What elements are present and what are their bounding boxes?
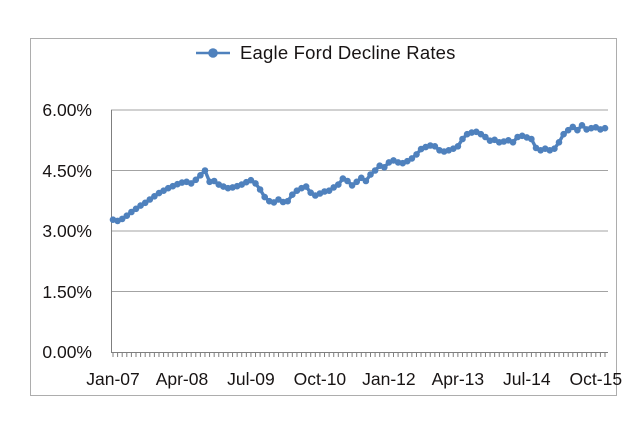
data-point-marker <box>132 205 140 213</box>
y-tick-label: 0.00% <box>42 342 92 362</box>
data-point-marker <box>252 180 259 187</box>
data-point-marker <box>431 143 439 150</box>
data-point-marker <box>509 139 517 146</box>
x-tick-label: Apr-13 <box>431 369 485 389</box>
x-tick-label: Jan-12 <box>362 369 416 389</box>
x-tick-label: Oct-10 <box>293 369 347 389</box>
data-point-marker <box>289 191 296 198</box>
data-point-marker <box>528 135 535 143</box>
data-point-marker <box>371 167 379 174</box>
data-point-marker <box>284 197 291 205</box>
chart-legend: Eagle Ford Decline Rates <box>195 40 456 66</box>
data-point-marker <box>560 130 567 138</box>
data-point-marker <box>358 174 365 182</box>
data-point-marker <box>325 187 333 194</box>
data-point-marker <box>118 215 126 223</box>
data-point-marker <box>187 180 195 187</box>
data-point-marker <box>454 143 462 150</box>
y-tick-label: 4.50% <box>42 160 92 181</box>
legend-label: Eagle Ford Decline Rates <box>240 42 456 63</box>
data-point-marker <box>256 186 264 193</box>
data-point-marker <box>151 193 158 200</box>
y-tick-label: 3.00% <box>42 221 92 241</box>
data-point-marker <box>128 208 135 216</box>
data-point-marker <box>192 176 200 184</box>
x-tick-label: Apr-08 <box>155 369 209 389</box>
x-tick-label: Jul-09 <box>227 369 275 389</box>
data-point-marker <box>459 135 466 143</box>
x-tick-label: Oct-15 <box>569 369 623 389</box>
data-point-marker <box>261 193 268 201</box>
data-point-marker <box>210 177 218 185</box>
data-point-marker <box>367 171 374 178</box>
data-point-marker <box>201 167 209 174</box>
x-tick-label: Jan-07 <box>86 369 140 389</box>
legend-line-marker-icon <box>196 48 230 58</box>
data-point-marker <box>601 124 609 132</box>
data-point-marker <box>146 196 154 203</box>
data-point-marker <box>555 139 563 146</box>
data-point-marker <box>344 177 351 185</box>
data-point-marker <box>381 164 388 171</box>
data-point-marker <box>247 176 255 184</box>
data-point-marker <box>574 126 581 134</box>
data-point-marker <box>141 199 149 207</box>
data-point-marker <box>551 145 558 152</box>
plot-area <box>109 109 609 357</box>
y-tick-label: 1.50% <box>42 281 92 302</box>
data-point-marker <box>348 182 356 189</box>
data-point-marker <box>413 151 420 158</box>
data-point-marker <box>408 155 416 162</box>
data-point-marker <box>482 133 489 141</box>
chart-frame: Eagle Ford Decline Rates 6.00% 4.50% 3.00%… <box>30 38 622 396</box>
data-point-marker <box>362 177 370 185</box>
data-point-marker <box>353 178 361 186</box>
data-point-marker <box>302 183 310 190</box>
data-point-marker <box>197 172 204 179</box>
x-tick-label: Jul-14 <box>502 369 551 389</box>
data-point-marker <box>335 181 342 188</box>
data-point-marker <box>569 123 577 131</box>
data-point-marker <box>123 212 131 219</box>
y-tick-label: 6.00% <box>42 100 92 120</box>
data-point-marker <box>564 126 572 134</box>
data-point-marker <box>578 122 586 129</box>
